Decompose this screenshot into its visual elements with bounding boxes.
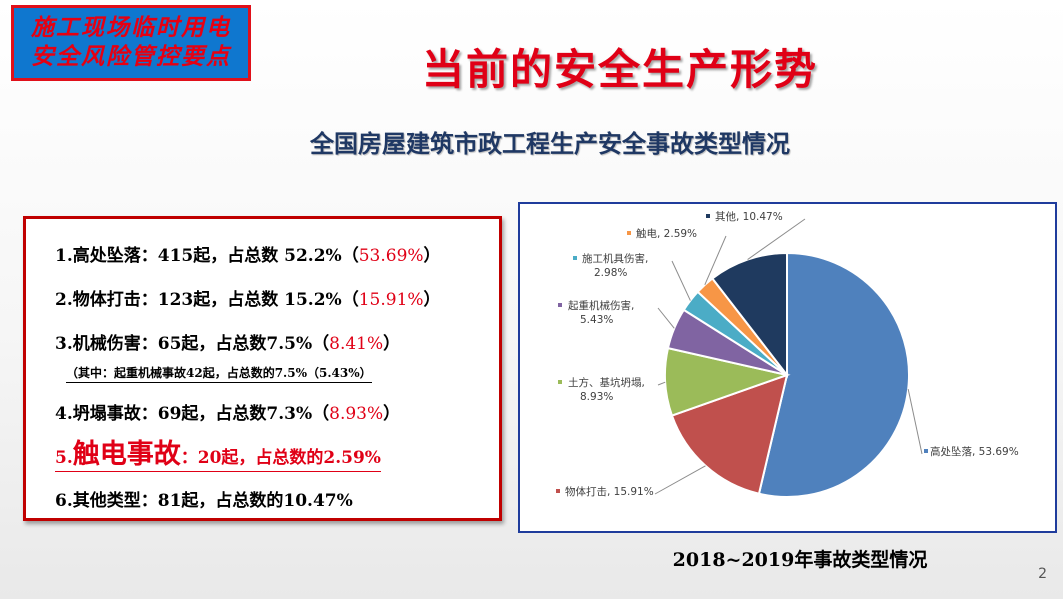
- accident-type-pie-chart: 高处坠落, 53.69% 物体打击, 15.91% 土方、基坑坍塌, 8.93% 起重机…: [556, 210, 1019, 498]
- badge-line-1: 施工现场临时用电: [31, 15, 231, 41]
- topic-badge: 施工现场临时用电 安全风险管控要点: [11, 5, 251, 81]
- badge-line-2: 安全风险管控要点: [31, 44, 231, 70]
- slice-label-0: 高处坠落, 53.69%: [930, 445, 1019, 458]
- pie-slice-0: [757, 251, 910, 498]
- page-title: 当前的安全生产形势: [421, 45, 818, 94]
- label-marker-2: [558, 380, 562, 384]
- stat-line-collapse: 4.坍塌事故：69起，占总数7.3%（8.93%）: [55, 404, 401, 424]
- label-marker-3: [558, 303, 562, 307]
- leader-line-5: [704, 235, 727, 286]
- label-marker-5: [627, 231, 631, 235]
- chart-caption: 2018~2019年事故类型情况: [672, 549, 928, 571]
- label-marker-1: [556, 489, 560, 493]
- pie-chart-panel: 高处坠落, 53.69% 物体打击, 15.91% 土方、基坑坍塌, 8.93% 起重机…: [518, 202, 1057, 533]
- slice-label-4: 施工机具伤害, 2.98%: [582, 252, 648, 279]
- page-subtitle: 全国房屋建筑市政工程生产安全事故类型情况: [310, 130, 790, 158]
- pie-slice-6: [711, 251, 788, 378]
- label-marker-6: [706, 214, 710, 218]
- stat-note-cranes: （其中：起重机械事故42起，占总数的7.5%（5.43%）: [66, 364, 372, 383]
- slice-label-6: 其他, 10.47%: [715, 210, 783, 223]
- label-marker-0: [924, 449, 928, 453]
- stat-line-electrocution: 5.触电事故：20起，占总数的2.59%: [55, 432, 381, 472]
- stat-line-falls: 1.高处坠落：415起，占总数 52.2%（53.69%）: [55, 246, 441, 266]
- leader-line-3: [657, 307, 675, 329]
- leader-line-2: [657, 381, 666, 386]
- stat-line-machinery: 3.机械伤害：65起，占总数7.5%（8.41%）: [55, 334, 401, 354]
- stat-line-other: 6.其他类型：81起，占总数的10.47%: [55, 491, 353, 511]
- slice-label-5: 触电, 2.59%: [636, 227, 697, 240]
- leader-line-4: [671, 260, 691, 301]
- slice-label-3: 起重机械伤害, 5.43%: [568, 299, 634, 326]
- slice-label-1: 物体打击, 15.91%: [565, 485, 654, 498]
- page-number: 2: [1038, 566, 1047, 582]
- leader-line-0: [907, 389, 923, 455]
- label-marker-4: [573, 256, 577, 260]
- stat-line-struck: 2.物体打击：123起，占总数 15.2%（15.91%）: [55, 290, 441, 310]
- slice-label-2: 土方、基坑坍塌, 8.93%: [568, 376, 645, 403]
- leader-line-1: [654, 465, 706, 495]
- leader-line-6: [747, 218, 806, 260]
- accident-stats-box: 1.高处坠落：415起，占总数 52.2%（53.69%） 2.物体打击：123…: [23, 216, 502, 521]
